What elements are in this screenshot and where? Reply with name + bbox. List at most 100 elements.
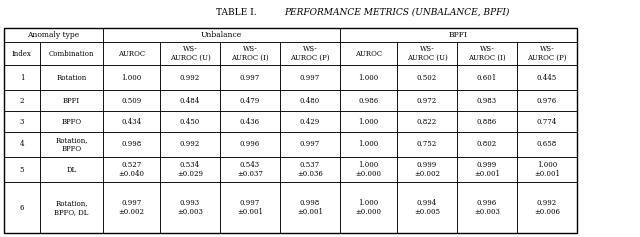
Bar xyxy=(40,42,103,65)
Text: 3: 3 xyxy=(20,118,24,126)
Text: 0.822: 0.822 xyxy=(417,118,437,126)
Bar xyxy=(280,182,340,233)
Bar xyxy=(220,90,280,111)
Bar xyxy=(103,111,160,132)
Text: WS-
AUROC (I): WS- AUROC (I) xyxy=(231,45,269,62)
Bar xyxy=(40,182,103,233)
Text: 1.000: 1.000 xyxy=(358,118,379,126)
Text: 0.534
±0.029: 0.534 ±0.029 xyxy=(177,161,203,178)
Text: BPFI: BPFI xyxy=(63,96,80,105)
Bar xyxy=(517,90,577,111)
Bar xyxy=(4,42,40,65)
Bar xyxy=(220,65,280,90)
Bar xyxy=(4,28,103,42)
Text: 1.000
±0.000: 1.000 ±0.000 xyxy=(355,199,381,216)
Bar xyxy=(340,157,397,182)
Bar xyxy=(280,42,340,65)
Text: Anomaly type: Anomaly type xyxy=(28,31,79,39)
Bar xyxy=(40,132,103,157)
Text: 4: 4 xyxy=(20,141,24,149)
Text: Index: Index xyxy=(12,50,32,58)
Bar xyxy=(397,182,457,233)
Bar xyxy=(40,111,103,132)
Text: 0.996: 0.996 xyxy=(240,141,260,149)
Text: 0.434: 0.434 xyxy=(122,118,141,126)
Bar xyxy=(160,132,220,157)
Text: 0.445: 0.445 xyxy=(537,73,557,82)
Text: PERFORMANCE METRICS (UNBALANCE, BPFI): PERFORMANCE METRICS (UNBALANCE, BPFI) xyxy=(284,8,509,17)
Bar xyxy=(103,182,160,233)
Text: 0.992: 0.992 xyxy=(180,141,200,149)
Text: 0.997: 0.997 xyxy=(300,73,320,82)
Text: 0.509: 0.509 xyxy=(122,96,141,105)
Bar xyxy=(4,90,40,111)
Bar xyxy=(220,111,280,132)
Text: 0.537
±0.036: 0.537 ±0.036 xyxy=(297,161,323,178)
Bar xyxy=(397,90,457,111)
Text: Rotation,
BPFO: Rotation, BPFO xyxy=(55,136,88,153)
Bar xyxy=(4,65,40,90)
Bar xyxy=(517,132,577,157)
Text: Combination: Combination xyxy=(49,50,94,58)
Bar xyxy=(340,65,397,90)
Bar xyxy=(40,157,103,182)
Text: 0.543
±0.037: 0.543 ±0.037 xyxy=(237,161,263,178)
Bar xyxy=(220,182,280,233)
Bar xyxy=(457,90,517,111)
Text: AUROC: AUROC xyxy=(355,50,382,58)
Bar xyxy=(457,132,517,157)
Bar xyxy=(103,90,160,111)
Bar xyxy=(517,111,577,132)
Text: 0.527
±0.040: 0.527 ±0.040 xyxy=(118,161,145,178)
Bar xyxy=(340,42,397,65)
Bar xyxy=(457,157,517,182)
Text: WS-
AUROC (U): WS- AUROC (U) xyxy=(406,45,447,62)
Bar xyxy=(457,65,517,90)
Bar xyxy=(4,157,40,182)
Bar xyxy=(340,28,577,42)
Text: Unbalance: Unbalance xyxy=(201,31,242,39)
Text: 0.436: 0.436 xyxy=(240,118,260,126)
Bar xyxy=(397,65,457,90)
Bar xyxy=(40,65,103,90)
Bar xyxy=(517,157,577,182)
Text: 0.480: 0.480 xyxy=(300,96,320,105)
Bar xyxy=(4,28,577,233)
Bar xyxy=(280,111,340,132)
Text: 1: 1 xyxy=(20,73,24,82)
Text: 0.450: 0.450 xyxy=(180,118,200,126)
Text: 1.000: 1.000 xyxy=(358,141,379,149)
Bar xyxy=(220,132,280,157)
Text: 0.972: 0.972 xyxy=(417,96,437,105)
Text: 0.983: 0.983 xyxy=(477,96,497,105)
Bar xyxy=(4,132,40,157)
Text: 1.000: 1.000 xyxy=(358,73,379,82)
Text: WS-
AUROC (P): WS- AUROC (P) xyxy=(291,45,330,62)
Text: 0.479: 0.479 xyxy=(240,96,260,105)
Bar xyxy=(103,28,340,42)
Text: Rotation: Rotation xyxy=(56,73,86,82)
Text: 0.658: 0.658 xyxy=(537,141,557,149)
Bar xyxy=(160,90,220,111)
Text: 0.999
±0.001: 0.999 ±0.001 xyxy=(474,161,500,178)
Text: 1.000: 1.000 xyxy=(122,73,141,82)
Bar xyxy=(340,132,397,157)
Bar xyxy=(160,111,220,132)
Text: 0.976: 0.976 xyxy=(537,96,557,105)
Bar xyxy=(397,157,457,182)
Text: AUROC: AUROC xyxy=(118,50,145,58)
Bar xyxy=(160,65,220,90)
Text: 0.997: 0.997 xyxy=(300,141,320,149)
Bar xyxy=(160,157,220,182)
Bar xyxy=(457,42,517,65)
Text: BPFO: BPFO xyxy=(61,118,81,126)
Bar xyxy=(160,42,220,65)
Text: WS-
AUROC (P): WS- AUROC (P) xyxy=(527,45,567,62)
Bar xyxy=(103,157,160,182)
Text: 0.997
±0.002: 0.997 ±0.002 xyxy=(118,199,145,216)
Text: 0.998
±0.001: 0.998 ±0.001 xyxy=(297,199,323,216)
Bar xyxy=(4,111,40,132)
Bar xyxy=(160,182,220,233)
Text: 0.886: 0.886 xyxy=(477,118,497,126)
Bar xyxy=(517,65,577,90)
